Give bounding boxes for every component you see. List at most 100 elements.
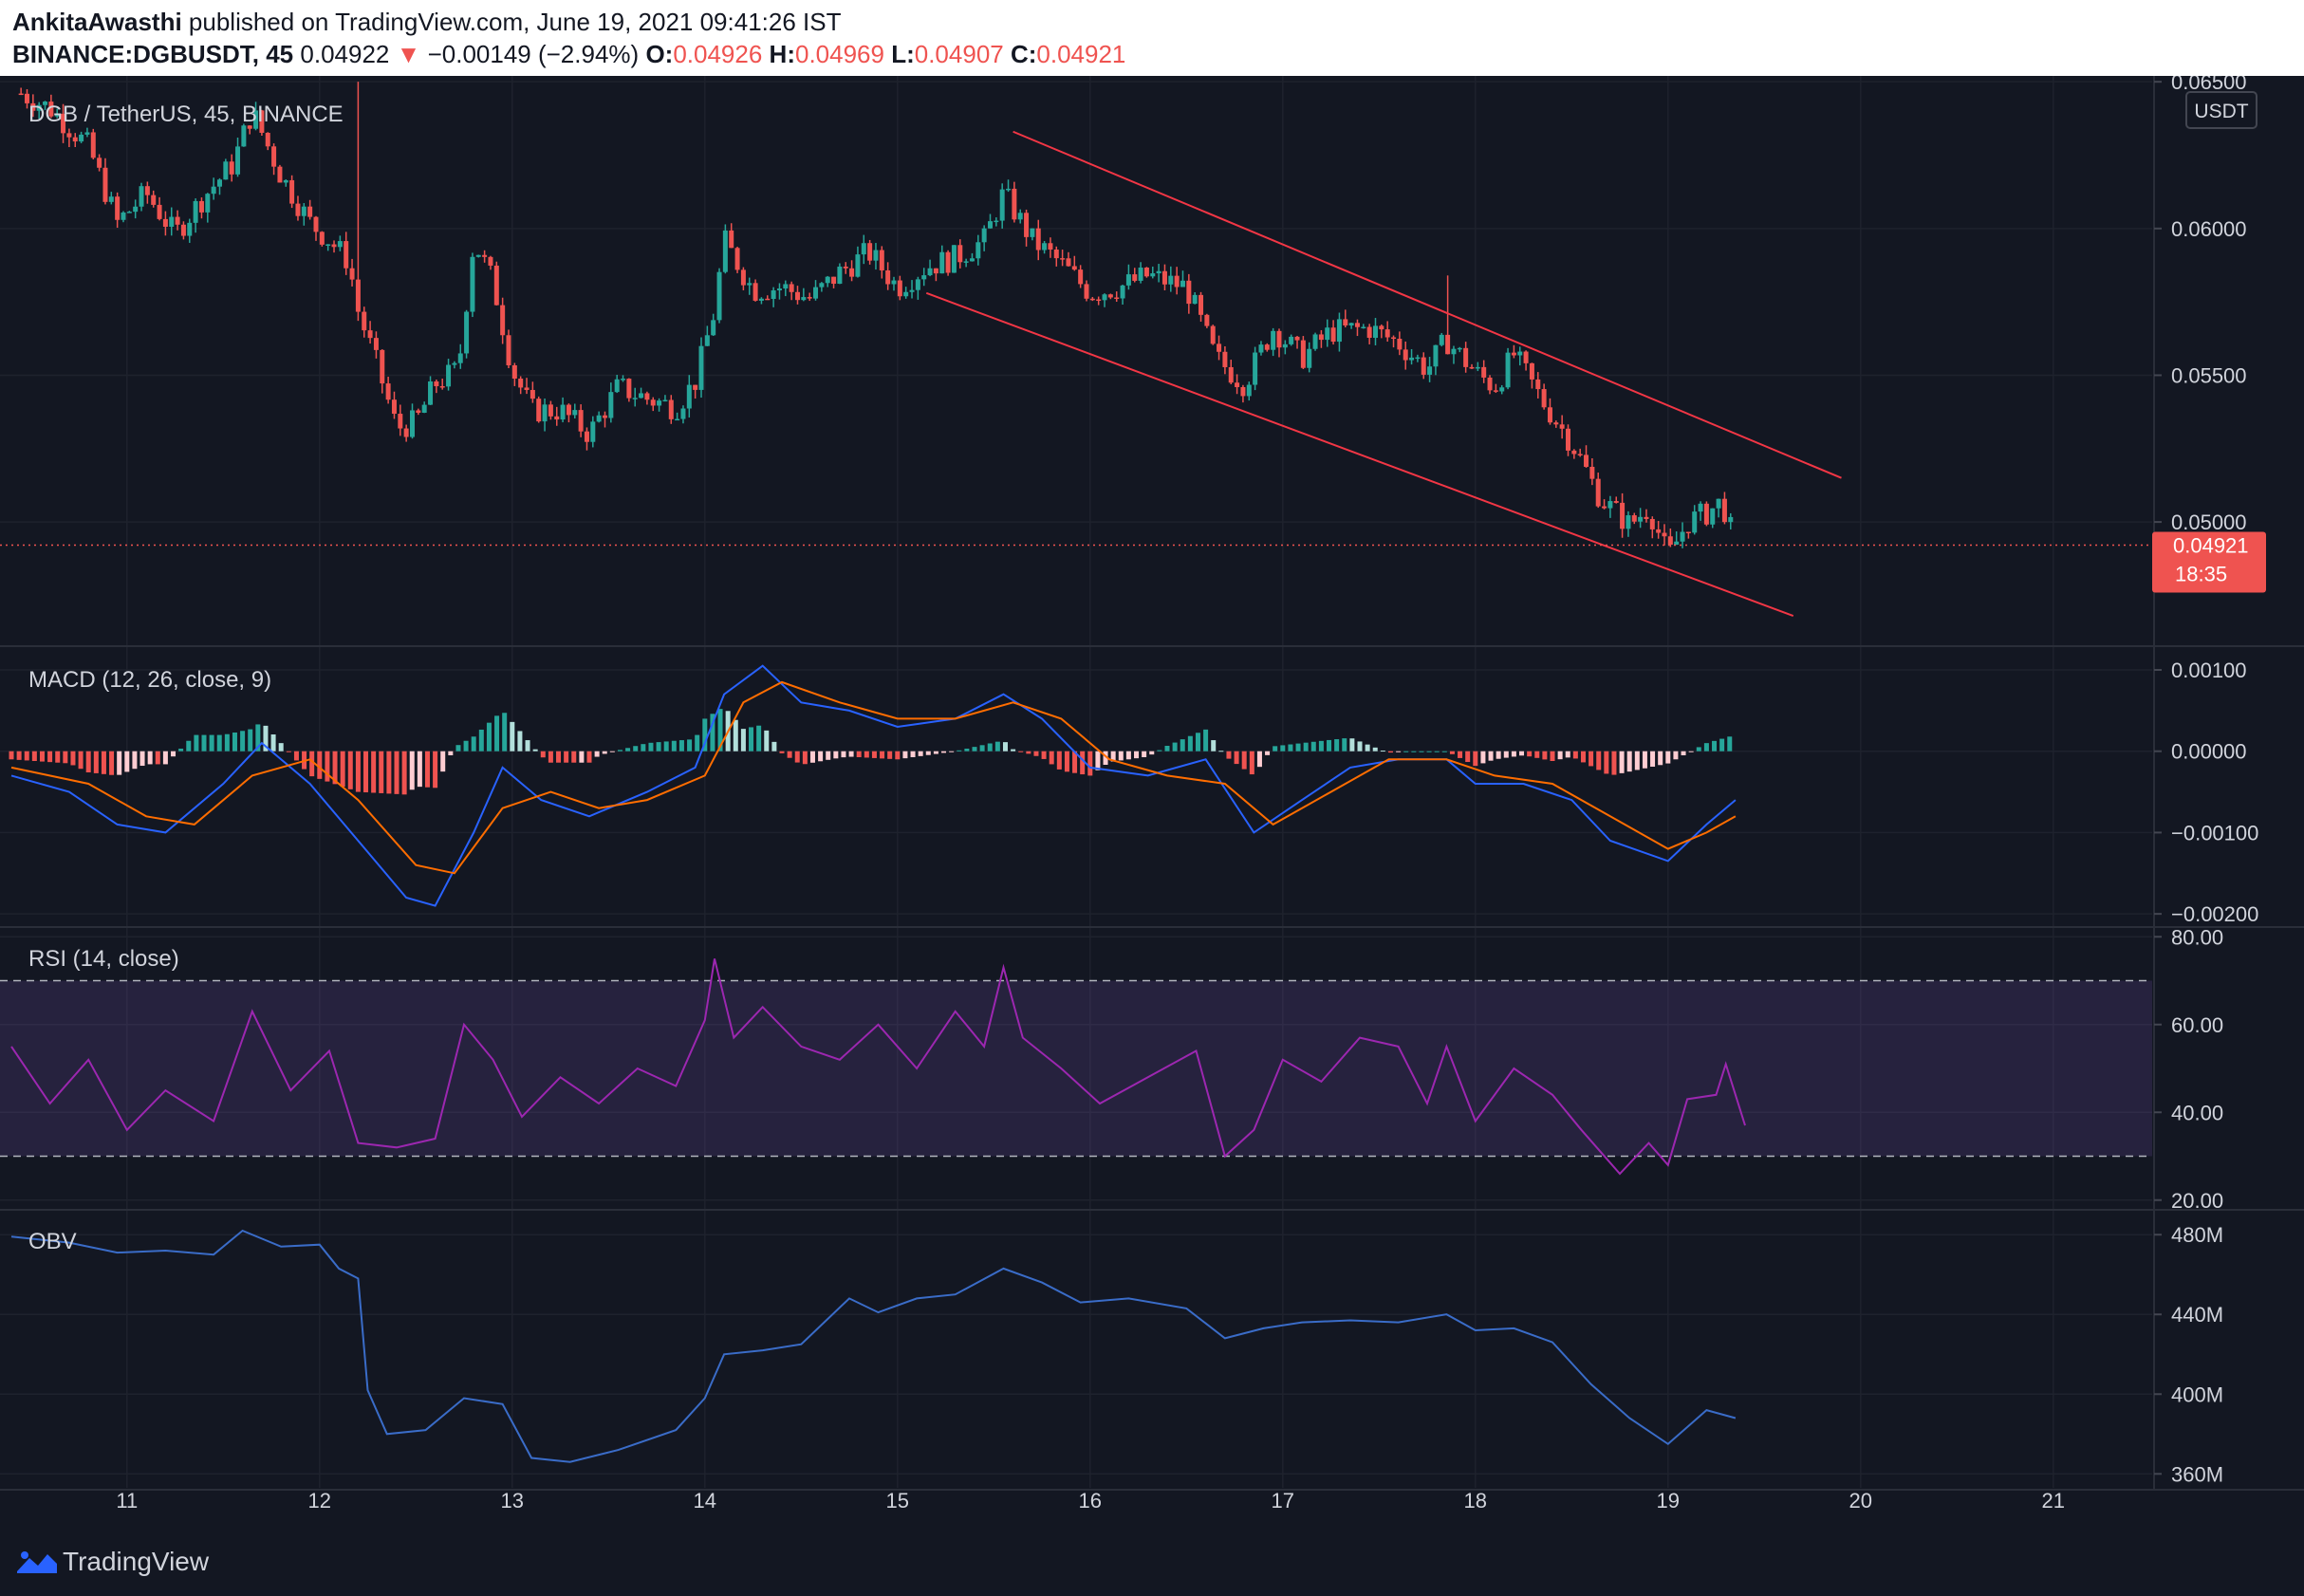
currency-button-label[interactable]: USDT [2194,101,2248,122]
macd-histogram-bar [1249,751,1254,775]
macd-histogram-bar [1157,750,1162,752]
candle-body [349,268,355,280]
candle-body [831,276,837,285]
macd-histogram-bar [1125,751,1131,760]
candle-body [1114,297,1120,299]
candle-body [416,410,421,413]
candle-body [97,158,102,168]
candle-body [825,276,830,284]
currency-button[interactable] [2185,91,2258,129]
macd-histogram-bar [787,751,792,758]
channel-line[interactable] [925,291,1794,618]
candle-body [84,132,90,135]
candle-body [662,399,668,402]
macd-histogram-bar [1056,751,1062,770]
macd-histogram-bar [347,751,353,789]
close-label: C: [1010,40,1037,68]
macd-histogram-bar [1488,751,1494,761]
candle-body [223,161,229,180]
candle-body [1517,351,1523,356]
candle-body [1042,243,1048,251]
candles[interactable] [18,82,1734,548]
main-legend[interactable]: DGB / TetherUS, 45, BINANCE [28,102,344,127]
candle-body [1499,387,1505,392]
macd-histogram-bar [1626,751,1632,772]
macd-histogram-bar [1342,738,1347,752]
macd-histogram-bar [340,751,345,788]
macd-histogram-bar [1334,739,1340,752]
candle-body [590,421,596,442]
candle-body [1156,270,1161,274]
candle-body [1698,503,1703,512]
macd-histogram-bar [78,751,84,770]
macd-histogram-bar [371,751,377,793]
macd-histogram-bar [147,751,153,765]
channel-line[interactable] [1013,130,1842,479]
time-tick-label: 20 [1849,1489,1872,1512]
macd-histogram-bar [216,734,222,752]
macd-histogram-bar [1703,743,1709,752]
chart-svg[interactable]: 0.06500 0.06000 0.05500 0.05000 0.00100 … [0,70,2304,1526]
candle-body [1217,343,1222,352]
candle-body [488,256,493,266]
chart-frame[interactable]: 0.06500 0.06000 0.05500 0.05000 0.00100 … [0,70,2304,1526]
candle-body [198,200,204,213]
candle-body [1084,284,1089,299]
obv-legend[interactable]: OBV [28,1229,77,1254]
candle-body [1180,280,1185,288]
candle-body [133,206,139,213]
candle-body [1584,455,1589,467]
open-label: O: [645,40,674,68]
macd-histogram-bar [864,751,869,758]
rsi-legend[interactable]: RSI (14, close) [28,946,179,972]
macd-legend[interactable]: MACD (12, 26, close, 9) [28,667,271,693]
channel-lines[interactable] [925,130,1842,618]
macd-histogram-bar [756,725,762,752]
pane-dividers[interactable] [0,645,2304,1211]
candle-body [337,241,343,248]
price-tick-label: 0.06000 [2171,217,2247,241]
last-price-label: 0.04921 [2173,534,2249,558]
macd-histogram-bar [1180,739,1185,752]
candle-body [813,287,819,299]
macd-histogram-bar [1095,751,1101,770]
macd-histogram-bar [1087,751,1093,776]
candle-body [1523,351,1529,363]
author-name[interactable]: AnkitaAwasthi [12,8,182,36]
candle-body [765,298,771,301]
candle-body [1258,344,1264,353]
candle-body [1493,390,1498,392]
time-axis[interactable]: 11 12 13 14 15 16 17 18 19 20 21 [0,1489,2304,1512]
candle-body [849,268,855,277]
macd-histogram-bar [1712,740,1718,752]
macd-histogram-bar [809,751,815,763]
macd-histogram-bar [1265,751,1271,755]
macd-histogram-bar [1727,736,1733,752]
time-tick-label: 14 [694,1489,716,1512]
candle-body [897,280,902,297]
macd-histogram-bar [424,751,430,788]
candle-body [391,399,397,415]
candle-body [144,186,150,195]
macd-histogram-bar [941,751,947,753]
candle-body [578,410,584,432]
candle-body [861,243,866,255]
candle-body [1529,362,1534,380]
candle-body [680,408,686,419]
macd-histogram-bar [841,751,846,758]
tradingview-logo-icon[interactable] [15,1547,59,1575]
candle-body [596,415,602,422]
macd-histogram-bar [710,714,715,752]
price-axis[interactable]: 0.06500 0.06000 0.05500 0.05000 0.00100 … [2152,70,2266,1490]
macd-histogram-bar [1072,751,1078,773]
candle-body [1228,366,1234,383]
candle-body [90,132,96,158]
candle-body [771,290,776,300]
candle-body [1372,325,1378,338]
tradingview-brand[interactable]: TradingView [63,1547,210,1576]
candle-body [1343,319,1348,325]
macd-histogram-bar [1026,751,1031,754]
candle-body [205,194,211,213]
macd-histogram-bar [255,724,261,752]
candle-body [1318,334,1324,341]
